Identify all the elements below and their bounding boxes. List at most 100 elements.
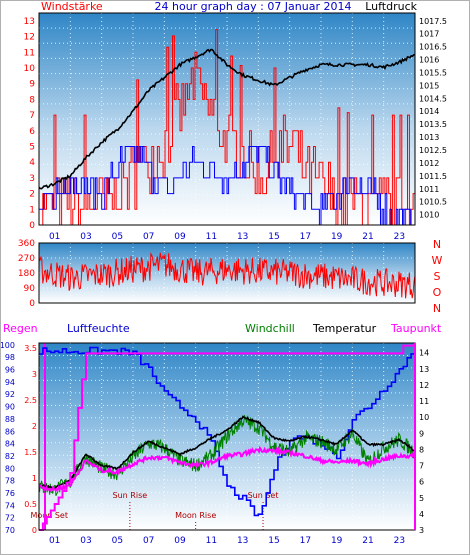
humidity-tick-label: 98 <box>5 353 15 362</box>
temperature-tick-label: 3 <box>419 526 424 535</box>
compass-letter: N <box>433 238 441 251</box>
panel3-x-tick-label: 15 <box>268 536 279 546</box>
panel1-x-tick-label: 07 <box>143 232 154 242</box>
windchill-line <box>38 414 416 496</box>
pressure-tick-label: 1011.5 <box>419 172 447 181</box>
humidity-tick-label: 74 <box>5 501 15 510</box>
panel1-x-tick-label: 13 <box>237 232 248 242</box>
legend-humidity: Luftfeuchte <box>67 322 130 335</box>
pressure-tick-label: 1015 <box>419 81 439 90</box>
event-label: Moon Rise <box>175 511 216 520</box>
dewpoint-line <box>38 445 416 493</box>
panel3-x-tick-label: 23 <box>394 536 405 546</box>
temperature-tick-label: 7 <box>419 462 424 471</box>
humidity-tick-label: 94 <box>5 378 15 387</box>
wind-tick-label: 12 <box>24 33 35 43</box>
panel1-x-tick-label: 05 <box>112 232 123 242</box>
temperature-line <box>39 415 416 491</box>
pressure-axis-title: Luftdruck <box>365 1 417 13</box>
wind-tick-label: 2 <box>29 190 35 200</box>
legend-windchill: Windchill <box>245 322 295 335</box>
humidity-tick-label: 90 <box>5 403 15 412</box>
panel1-x-tick-label: 19 <box>331 232 343 242</box>
temperature-tick-label: 9 <box>419 429 424 438</box>
temperature-tick-label: 5 <box>419 494 424 503</box>
wind-tick-label: 7 <box>29 111 35 121</box>
panel1-x-tick-label: 21 <box>362 232 373 242</box>
panel1-x-tick-label: 03 <box>80 232 91 242</box>
panel3-x-tick-label: 01 <box>49 536 60 546</box>
wind-tick-label: 4 <box>29 158 35 168</box>
direction-tick-label: 0 <box>29 299 35 309</box>
temperature-tick-label: 10 <box>419 413 429 422</box>
panel1-x-tick-label: 17 <box>300 232 311 242</box>
humidity-tick-label: 96 <box>5 366 15 375</box>
generated-chart-marks: 01234567891011121310101010.510111011.510… <box>1 12 447 546</box>
temperature-tick-label: 8 <box>419 445 424 454</box>
rain-tick-label: 2.5 <box>24 396 37 405</box>
panel1-x-tick-label: 01 <box>49 232 60 242</box>
panel1-x-tick-label: 15 <box>268 232 279 242</box>
humidity-tick-label: 86 <box>5 427 15 436</box>
wind-tick-label: 8 <box>29 95 35 105</box>
humidity-tick-label: 76 <box>5 489 15 498</box>
compass-letter: O <box>433 286 442 299</box>
pressure-tick-label: 1014.5 <box>419 94 447 103</box>
humidity-tick-label: 70 <box>5 526 15 535</box>
direction-tick-label: 90 <box>24 284 36 294</box>
event-label: Sun Rise <box>113 491 148 500</box>
panel3-x-tick-label: 13 <box>237 536 248 546</box>
wind-pressure-frame <box>38 12 416 226</box>
event-label: Moon Set <box>31 511 68 520</box>
temperature-tick-label: 11 <box>419 397 429 406</box>
humidity-tick-label: 82 <box>5 452 15 461</box>
panel3-x-tick-label: 09 <box>174 536 186 546</box>
wind-tick-label: 1 <box>29 205 35 215</box>
pressure-tick-label: 1010 <box>419 211 439 220</box>
panel3-x-tick-label: 03 <box>80 536 91 546</box>
temperature-tick-label: 14 <box>419 349 429 358</box>
pressure-tick-label: 1017 <box>419 30 439 39</box>
panel3-x-tick-label: 07 <box>143 536 154 546</box>
pressure-tick-label: 1013.5 <box>419 120 447 129</box>
direction-tick-label: 360 <box>18 239 35 249</box>
humidity-tick-label: 92 <box>5 390 15 399</box>
panel3-x-tick-label: 21 <box>362 536 373 546</box>
humidity-tick-label: 78 <box>5 477 15 486</box>
humidity-tick-label: 100 <box>1 341 15 350</box>
panel3-x-tick-label: 17 <box>300 536 311 546</box>
temperature-tick-label: 6 <box>419 478 424 487</box>
humidity-tick-label: 80 <box>5 464 15 473</box>
pressure-line <box>38 48 416 190</box>
panel1-x-tick-label: 23 <box>394 232 405 242</box>
rain-tick-label: 0 <box>32 526 37 535</box>
rain-tick-label: 2 <box>32 422 37 431</box>
panel3-x-tick-label: 19 <box>331 536 343 546</box>
compass-letter: W <box>432 254 443 267</box>
direction-tick-label: 270 <box>18 254 35 264</box>
legend-temperature: Temperatur <box>312 322 377 335</box>
wind-tick-label: 9 <box>29 80 35 90</box>
wind-tick-label: 6 <box>29 127 35 137</box>
wind-tick-label: 0 <box>29 221 35 231</box>
rain-tick-label: 3.5 <box>24 344 37 353</box>
pressure-tick-label: 1016.5 <box>419 43 447 52</box>
rain-tick-label: 3 <box>32 370 37 379</box>
pressure-tick-label: 1016 <box>419 56 439 65</box>
humidity-tick-label: 88 <box>5 415 15 424</box>
temperature-tick-label: 13 <box>419 365 429 374</box>
wind-tick-label: 11 <box>24 48 35 58</box>
pressure-tick-label: 1015.5 <box>419 68 447 77</box>
compass-letter: S <box>434 270 441 283</box>
humidity-tick-label: 84 <box>5 440 15 449</box>
compass-letter: N <box>433 302 441 315</box>
panel3-x-tick-label: 11 <box>206 536 217 546</box>
panel1-x-tick-label: 09 <box>174 232 186 242</box>
pressure-tick-label: 1012.5 <box>419 146 447 155</box>
wind-tick-label: 13 <box>24 17 35 27</box>
panel3-x-tick-label: 05 <box>112 536 123 546</box>
rain-tick-label: 1 <box>32 474 37 483</box>
rain-line <box>39 344 415 531</box>
wind-average-line <box>38 146 415 226</box>
